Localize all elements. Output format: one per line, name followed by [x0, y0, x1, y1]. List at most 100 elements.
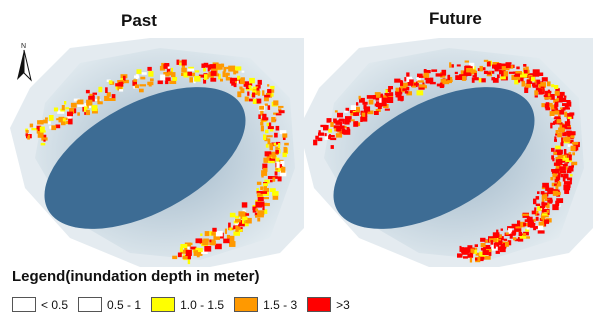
inundation-cell	[62, 118, 66, 122]
inundation-cell	[500, 246, 506, 253]
inundation-cell	[441, 69, 447, 76]
inundation-cell	[264, 94, 270, 98]
inundation-cell	[375, 109, 381, 112]
inundation-cell	[87, 105, 91, 108]
inundation-cell	[271, 117, 276, 123]
inundation-cell	[166, 68, 171, 73]
inundation-cell	[568, 140, 574, 144]
inundation-cell	[183, 71, 189, 78]
inundation-cell	[367, 110, 374, 115]
inundation-cell	[558, 159, 563, 165]
inundation-cell	[342, 118, 345, 124]
inundation-cell	[275, 150, 279, 154]
inundation-cell	[225, 72, 229, 78]
inundation-cell	[260, 110, 264, 116]
inundation-cell	[535, 87, 541, 92]
inundation-cell	[229, 77, 233, 84]
inundation-cell	[380, 98, 387, 102]
inundation-cell	[484, 255, 491, 260]
inundation-cell	[466, 68, 473, 73]
inundation-cell	[534, 71, 540, 77]
inundation-cell	[436, 83, 441, 87]
inundation-cell	[500, 71, 504, 77]
inundation-cell	[496, 63, 502, 69]
inundation-cell	[516, 66, 520, 70]
inundation-cell	[536, 81, 544, 86]
inundation-cell	[474, 244, 478, 247]
inundation-cell	[505, 241, 509, 247]
inundation-cell	[330, 145, 334, 149]
inundation-cell	[486, 61, 491, 67]
inundation-cell	[487, 72, 491, 75]
inundation-cell	[220, 78, 223, 82]
inundation-cell	[36, 125, 42, 130]
inundation-cell	[242, 216, 248, 220]
inundation-cell	[568, 154, 572, 161]
inundation-cell	[203, 238, 209, 242]
inundation-cell	[556, 191, 561, 196]
inundation-cell	[554, 90, 560, 96]
inundation-cell	[563, 149, 567, 155]
inundation-cell	[523, 67, 526, 71]
inundation-cell	[141, 72, 147, 75]
inundation-cell	[459, 245, 462, 252]
inundation-cell	[208, 72, 213, 78]
inundation-cell	[328, 128, 333, 133]
inundation-cell	[538, 84, 541, 89]
inundation-cell	[55, 124, 61, 129]
inundation-cell	[256, 181, 262, 185]
inundation-cell	[562, 131, 567, 137]
inundation-cell	[40, 142, 46, 146]
inundation-cell	[262, 205, 265, 211]
inundation-cell	[236, 80, 241, 84]
inundation-cell	[235, 218, 241, 223]
inundation-cell	[262, 117, 269, 121]
inundation-cell	[545, 185, 550, 191]
inundation-cell	[260, 191, 268, 194]
inundation-cell	[181, 59, 187, 66]
inundation-cell	[57, 110, 65, 114]
inundation-cell	[269, 143, 273, 148]
inundation-cell	[565, 100, 571, 103]
inundation-cell	[268, 122, 272, 127]
inundation-cell	[195, 238, 203, 244]
inundation-cell	[523, 69, 528, 74]
inundation-cell	[77, 104, 85, 107]
inundation-cell	[355, 106, 360, 113]
inundation-cell	[424, 85, 427, 89]
inundation-cell	[271, 93, 274, 97]
inundation-cell	[37, 132, 44, 138]
inundation-cell	[209, 239, 212, 243]
inundation-cell	[480, 243, 486, 248]
inundation-cell	[514, 238, 521, 242]
inundation-cell	[222, 71, 226, 78]
inundation-cell	[269, 128, 274, 132]
inundation-cell	[200, 233, 203, 236]
map-future	[299, 38, 593, 267]
inundation-cell	[379, 98, 382, 103]
inundation-cell	[177, 252, 182, 258]
inundation-cell	[509, 233, 513, 239]
inundation-cell	[280, 160, 285, 166]
inundation-cell	[374, 111, 379, 115]
inundation-cell	[233, 231, 240, 236]
inundation-cell	[203, 79, 207, 84]
inundation-cell	[500, 244, 508, 247]
legend: < 0.5 0.5 - 1 1.0 - 1.5 1.5 - 3 >3	[12, 297, 350, 312]
inundation-cell	[449, 62, 452, 68]
inundation-cell	[536, 213, 540, 216]
inundation-cell	[338, 119, 341, 122]
inundation-cell	[278, 110, 285, 114]
inundation-cell	[105, 87, 108, 93]
inundation-cell	[532, 72, 535, 78]
inundation-cell	[25, 133, 28, 137]
inundation-cell	[120, 78, 123, 82]
inundation-cell	[257, 93, 260, 96]
legend-label: 0.5 - 1	[107, 297, 142, 312]
inundation-cell	[551, 84, 555, 88]
legend-item: >3	[307, 297, 350, 312]
inundation-cell	[213, 234, 220, 240]
inundation-cell	[201, 63, 206, 68]
inundation-cell	[518, 231, 523, 236]
inundation-cell	[350, 119, 355, 122]
